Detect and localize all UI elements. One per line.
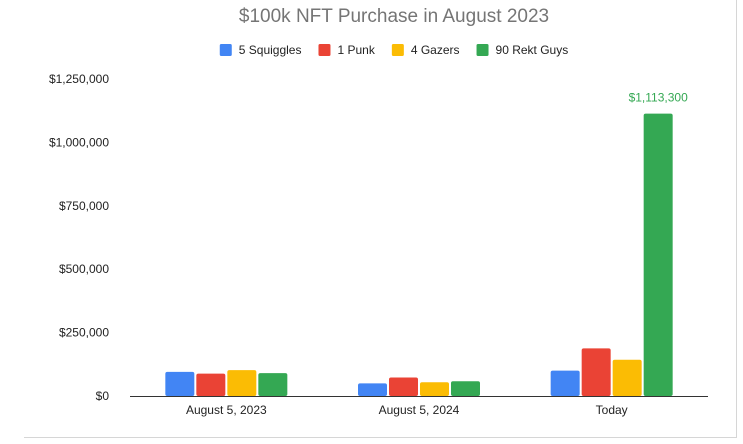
- x-axis: August 5, 2023 August 5, 2024 Today: [186, 403, 628, 417]
- y-tick-label: $250,000: [59, 326, 109, 340]
- bar-5-squiggles-august-5-2024: [358, 383, 387, 396]
- legend-label: 5 Squiggles: [239, 43, 302, 57]
- legend-item-4-gazers: 4 Gazers: [391, 43, 460, 57]
- bar-1-punk-august-5-2024: [389, 377, 418, 396]
- annotations: $1,113,300: [629, 91, 688, 105]
- bar-5-squiggles-today: [550, 370, 580, 396]
- legend-swatch: [318, 44, 331, 56]
- legend-label: 4 Gazers: [411, 43, 460, 57]
- y-axis: $0 $250,000 $500,000 $750,000 $1,000,000 $1,2…: [49, 72, 109, 403]
- bar-5-squiggles-august-5-2023: [165, 371, 195, 396]
- legend-swatch: [476, 44, 489, 56]
- y-tick-label: $0: [96, 389, 110, 403]
- bar-4-gazers-august-5-2024: [420, 382, 449, 396]
- x-tick-label: August 5, 2024: [379, 403, 460, 417]
- y-tick-label: $1,250,000: [49, 72, 109, 86]
- bar-4-gazers-august-5-2023: [227, 370, 257, 396]
- bar-90-rekt-guys-today: [643, 113, 673, 397]
- bars: [165, 113, 673, 397]
- legend-label: 1 Punk: [337, 43, 375, 57]
- y-tick-label: $1,000,000: [49, 135, 109, 149]
- legend-swatch: [391, 44, 404, 56]
- bar-1-punk-today: [581, 348, 611, 396]
- x-tick-label: August 5, 2023: [186, 403, 267, 417]
- bar-90-rekt-guys-august-5-2024: [451, 381, 480, 396]
- chart-title: $100k NFT Purchase in August 2023: [239, 6, 549, 27]
- legend-item-90-rekt-guys: 90 Rekt Guys: [476, 43, 569, 57]
- y-tick-label: $500,000: [59, 262, 109, 276]
- bar-4-gazers-today: [612, 359, 642, 396]
- legend-item-5-squiggles: 5 Squiggles: [219, 43, 302, 57]
- data-label-90-rekt-guys-today: $1,113,300: [629, 91, 688, 105]
- legend-label: 90 Rekt Guys: [496, 43, 569, 57]
- legend-swatch: [219, 44, 232, 56]
- y-tick-label: $750,000: [59, 199, 109, 213]
- legend: 5 Squiggles 1 Punk 4 Gazers 90 Rekt Guys: [219, 43, 569, 57]
- x-tick-label: Today: [596, 403, 628, 417]
- bar-1-punk-august-5-2023: [196, 373, 226, 396]
- legend-item-1-punk: 1 Punk: [318, 43, 376, 57]
- bar-90-rekt-guys-august-5-2023: [258, 373, 288, 396]
